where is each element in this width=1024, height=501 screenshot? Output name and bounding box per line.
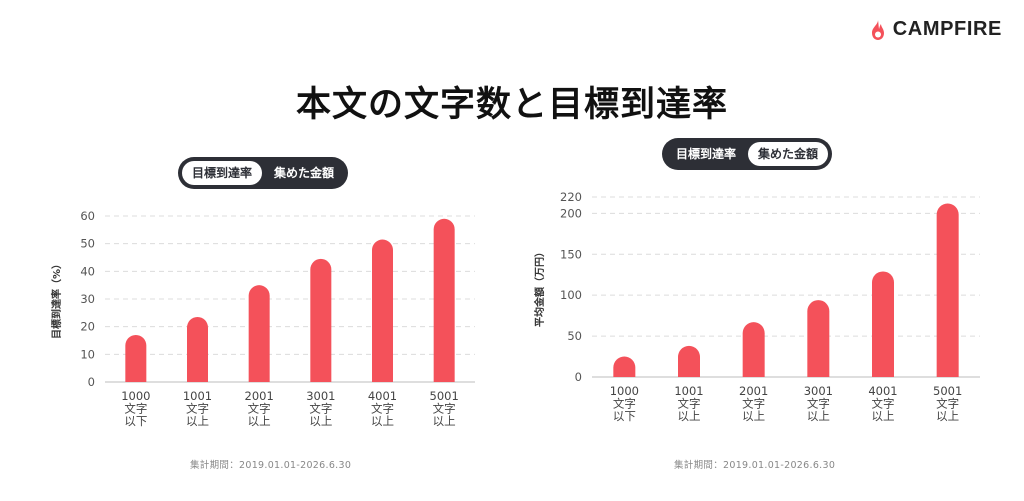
x-tick-label: 以上 [309, 414, 332, 428]
toggle-amount[interactable]: 集めた金額 [274, 166, 335, 180]
x-tick-label: 2001 [245, 389, 274, 403]
x-tick-label: 1001 [674, 384, 703, 398]
x-tick-label: 2001 [739, 384, 768, 398]
x-tick-label: 文字 [186, 402, 209, 416]
x-tick-label: 以上 [872, 409, 895, 423]
bar[interactable] [372, 239, 393, 382]
x-tick-label: 以下 [613, 409, 636, 423]
toggle-goal-rate[interactable]: 目標到達率 [182, 161, 263, 185]
bar[interactable] [742, 322, 765, 377]
y-axis-label: 目標到達率（%） [50, 259, 63, 339]
page-title: 本文の文字数と目標到達率 [295, 85, 728, 125]
x-tick-label: 文字 [742, 397, 765, 411]
x-tick-label: 3001 [306, 389, 335, 403]
x-tick-label: 文字 [807, 397, 830, 411]
x-tick-label: 3001 [804, 384, 833, 398]
flame-icon [871, 19, 884, 40]
x-tick-label: 以下 [124, 414, 147, 428]
x-tick-label: 文字 [309, 402, 332, 416]
period-note-left: 集計期間：2019.01.01-2026.6.30 [190, 460, 352, 471]
x-tick-label: 1000 [610, 384, 639, 398]
x-tick-label: 文字 [433, 402, 456, 416]
x-tick-label: 4001 [368, 389, 397, 403]
brand-name: CAMPFIRE [892, 18, 1002, 40]
x-tick-label: 文字 [124, 402, 147, 416]
toggle-amount[interactable]: 集めた金額 [748, 142, 829, 166]
x-tick-label: 以上 [433, 414, 456, 428]
bar[interactable] [613, 356, 636, 377]
x-tick-label: 文字 [613, 397, 636, 411]
x-tick-label: 以上 [742, 409, 765, 423]
x-tick-label: 以上 [186, 414, 209, 428]
period-note-right: 集計期間：2019.01.01-2026.6.30 [674, 460, 836, 471]
y-tick-label: 0 [575, 370, 582, 384]
x-tick-label: 文字 [936, 397, 959, 411]
bar[interactable] [248, 285, 270, 382]
bar[interactable] [936, 203, 959, 377]
x-tick-label: 4001 [868, 384, 897, 398]
x-tick-label: 1000 [121, 389, 150, 403]
y-axis-label: 平均金額（万円） [533, 247, 546, 327]
metric-toggle-left: 目標到達率 集めた金額 [178, 157, 349, 189]
x-tick-label: 文字 [248, 402, 271, 416]
y-tick-label: 10 [80, 347, 95, 361]
x-tick-label: 文字 [371, 402, 394, 416]
x-tick-label: 以上 [807, 409, 830, 423]
y-tick-label: 150 [560, 247, 582, 261]
y-tick-label: 0 [88, 375, 95, 389]
x-tick-label: 以上 [248, 414, 271, 428]
bar[interactable] [125, 334, 147, 382]
y-tick-label: 50 [567, 329, 582, 343]
y-tick-label: 60 [80, 209, 95, 223]
x-tick-label: 以上 [936, 409, 959, 423]
bar[interactable] [872, 271, 894, 377]
y-tick-label: 20 [80, 320, 95, 334]
bar[interactable] [433, 218, 455, 382]
campfire-logo[interactable]: CAMPFIRE [869, 18, 1002, 41]
x-tick-label: 文字 [872, 397, 895, 411]
x-tick-label: 5001 [933, 384, 962, 398]
bar[interactable] [310, 258, 332, 382]
x-tick-label: 1001 [183, 389, 212, 403]
x-tick-label: 5001 [430, 389, 459, 403]
x-tick-label: 以上 [678, 409, 701, 423]
x-tick-label: 以上 [371, 414, 394, 428]
y-tick-label: 30 [80, 292, 95, 306]
y-tick-label: 50 [80, 237, 95, 251]
x-tick-label: 文字 [678, 397, 701, 411]
bar[interactable] [807, 300, 830, 377]
bar[interactable] [187, 316, 208, 382]
bar[interactable] [678, 345, 700, 377]
y-tick-label: 220 [560, 190, 582, 204]
metric-toggle-right: 目標到達率 集めた金額 [662, 138, 833, 170]
y-tick-label: 200 [560, 206, 582, 220]
toggle-goal-rate[interactable]: 目標到達率 [676, 147, 737, 161]
y-tick-label: 100 [560, 288, 582, 302]
y-tick-label: 40 [80, 264, 95, 278]
